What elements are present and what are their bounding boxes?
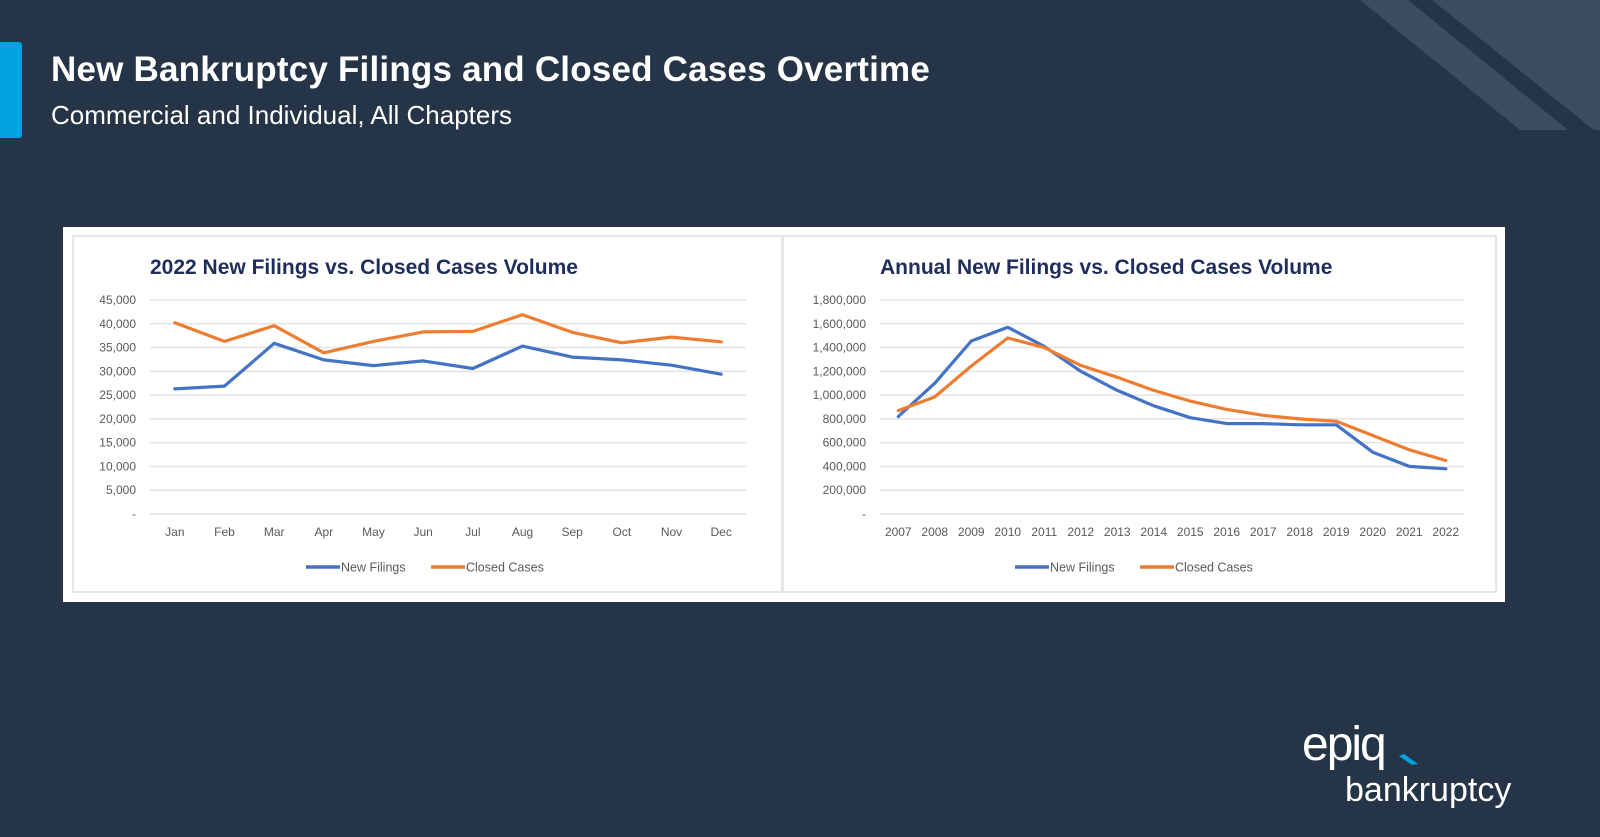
page-subtitle: Commercial and Individual, All Chapters (51, 100, 512, 130)
y-tick-label: - (132, 507, 136, 521)
decorative-stripes (1360, 0, 1600, 130)
chart-title: Annual New Filings vs. Closed Cases Volu… (880, 256, 1332, 279)
x-tick-label: Apr (314, 525, 333, 539)
x-tick-label: 2022 (1432, 525, 1459, 539)
x-tick-label: 2011 (1031, 525, 1057, 539)
logo-q-tail-icon (1399, 754, 1418, 765)
x-tick-label: 2017 (1250, 525, 1277, 539)
annual-chart-container: Annual New Filings vs. Closed Cases Volu… (781, 235, 1497, 593)
stripe-right (1432, 0, 1600, 130)
legend-label: New Filings (1050, 561, 1115, 575)
x-tick-label: 2015 (1177, 525, 1204, 539)
y-tick-label: 1,600,000 (813, 317, 867, 331)
legend-label: New Filings (341, 561, 406, 575)
series-line-closed-cases (173, 313, 723, 355)
x-tick-label: 2009 (958, 525, 985, 539)
y-tick-label: 15,000 (99, 436, 136, 450)
logo-brand: epiq (1302, 718, 1385, 771)
y-tick-label: 10,000 (99, 459, 136, 473)
y-tick-label: 40,000 (99, 317, 136, 331)
x-tick-label: 2010 (994, 525, 1021, 539)
y-tick-label: 25,000 (99, 388, 136, 402)
y-tick-label: - (862, 507, 866, 521)
y-tick-label: 200,000 (823, 483, 867, 497)
x-tick-label: 2021 (1396, 525, 1423, 539)
y-tick-label: 1,400,000 (813, 341, 867, 355)
x-tick-label: 2016 (1213, 525, 1240, 539)
x-tick-label: 2007 (885, 525, 912, 539)
y-tick-label: 1,200,000 (813, 364, 867, 378)
page-title: New Bankruptcy Filings and Closed Cases … (51, 50, 931, 89)
x-tick-label: Jan (165, 525, 184, 539)
legend-label: Closed Cases (1175, 561, 1253, 575)
x-tick-label: 2018 (1286, 525, 1313, 539)
series-line-closed-cases (896, 336, 1448, 463)
monthly-chart-container: 2022 New Filings vs. Closed Cases Volume… (72, 235, 784, 593)
series-line-new-filings (896, 325, 1448, 471)
x-tick-label: Oct (612, 525, 631, 539)
y-tick-label: 20,000 (99, 412, 136, 426)
y-tick-label: 45,000 (99, 293, 136, 307)
monthly-line-chart: 2022 New Filings vs. Closed Cases Volume… (99, 256, 746, 575)
y-tick-label: 35,000 (99, 341, 136, 355)
x-tick-label: Aug (512, 525, 533, 539)
epiq-bankruptcy-logo: epiq bankruptcy (1302, 718, 1511, 809)
x-tick-label: Dec (710, 525, 731, 539)
x-tick-label: Sep (561, 525, 583, 539)
x-tick-label: Jun (413, 525, 432, 539)
logo-product: bankruptcy (1345, 771, 1511, 809)
x-tick-label: 2008 (921, 525, 948, 539)
y-tick-label: 5,000 (106, 483, 136, 497)
title-accent-bar (0, 42, 22, 138)
stripe-left (1360, 0, 1568, 130)
x-tick-label: May (362, 525, 385, 539)
charts-panel: 2022 New Filings vs. Closed Cases Volume… (63, 227, 1505, 602)
chart-title: 2022 New Filings vs. Closed Cases Volume (150, 256, 578, 279)
x-tick-label: Feb (214, 525, 235, 539)
legend-label: Closed Cases (466, 561, 544, 575)
x-tick-label: 2013 (1104, 525, 1131, 539)
x-tick-label: Mar (264, 525, 285, 539)
y-tick-label: 600,000 (823, 436, 867, 450)
x-tick-label: 2014 (1140, 525, 1167, 539)
x-tick-label: 2012 (1067, 525, 1094, 539)
x-tick-label: 2019 (1323, 525, 1350, 539)
x-tick-label: 2020 (1359, 525, 1386, 539)
y-tick-label: 800,000 (823, 412, 867, 426)
x-tick-label: Jul (465, 525, 480, 539)
x-tick-label: Nov (661, 525, 682, 539)
y-tick-label: 30,000 (99, 364, 136, 378)
annual-line-chart: Annual New Filings vs. Closed Cases Volu… (813, 256, 1464, 575)
y-tick-label: 400,000 (823, 459, 867, 473)
series-line-new-filings (173, 341, 723, 391)
y-tick-label: 1,000,000 (813, 388, 867, 402)
y-tick-label: 1,800,000 (813, 293, 867, 307)
